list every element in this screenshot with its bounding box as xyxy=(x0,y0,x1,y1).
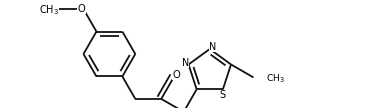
Text: CH$_3$: CH$_3$ xyxy=(38,3,59,17)
Text: O: O xyxy=(78,4,86,14)
Text: N: N xyxy=(209,42,216,52)
Text: S: S xyxy=(220,90,226,100)
Text: N: N xyxy=(182,58,189,68)
Text: O: O xyxy=(172,70,180,80)
Text: CH$_3$: CH$_3$ xyxy=(266,73,285,85)
